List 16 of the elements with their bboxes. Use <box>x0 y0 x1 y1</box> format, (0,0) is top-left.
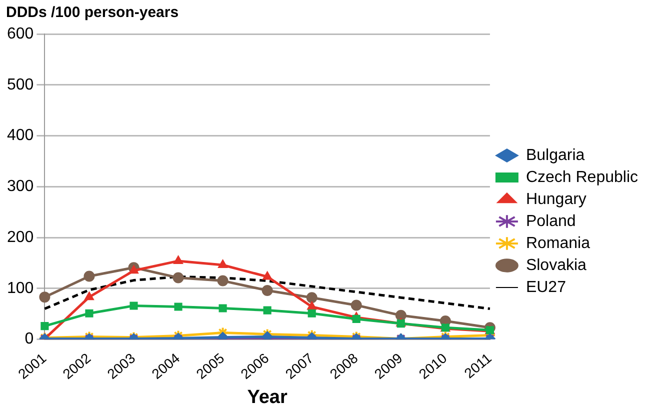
legend-label: Hungary <box>526 190 586 208</box>
y-tick-label: 500 <box>6 76 34 94</box>
legend-label: Romania <box>526 234 590 252</box>
y-tick-label: 0 <box>24 330 34 348</box>
y-tick-label: 100 <box>6 280 34 297</box>
chart-title: DDDs /100 person-years <box>6 4 179 21</box>
legend-label: Czech Republic <box>526 168 638 186</box>
y-tick-label: 300 <box>6 178 34 196</box>
y-tick-label: 200 <box>6 228 34 246</box>
y-tick-label: 600 <box>6 25 34 42</box>
y-tick-label: 400 <box>6 127 34 144</box>
legend-label: Poland <box>526 212 576 230</box>
legend-label: EU27 <box>526 278 566 296</box>
x-axis-title: Year <box>247 386 288 408</box>
legend-label: Bulgaria <box>526 146 585 164</box>
legend-label: Slovakia <box>526 256 587 274</box>
